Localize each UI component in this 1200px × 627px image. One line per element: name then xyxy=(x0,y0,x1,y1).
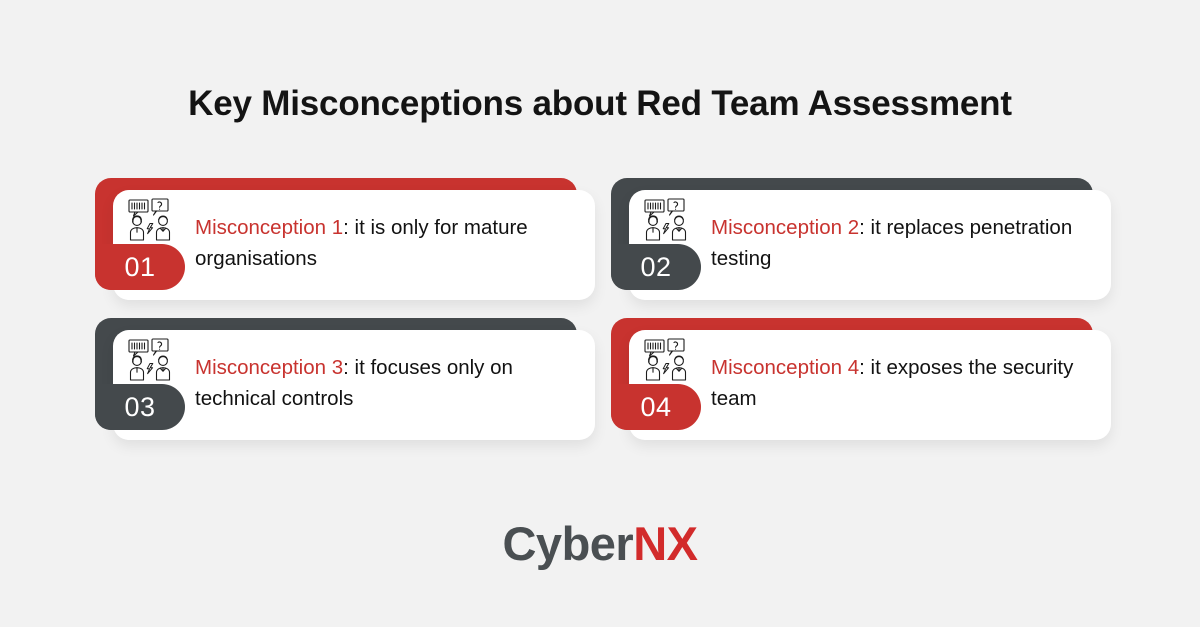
card-number-badge: 02 xyxy=(611,244,701,290)
card-text: Misconception 1: it is only for mature o… xyxy=(195,212,567,274)
card-panel xyxy=(113,190,595,300)
card-number-badge: 04 xyxy=(611,384,701,430)
card-text: Misconception 4: it exposes the security… xyxy=(711,352,1083,414)
card-lead-label: Misconception 1 xyxy=(195,216,344,239)
card-panel xyxy=(629,190,1111,300)
brand-logo: CyberNX xyxy=(0,516,1200,571)
misconception-card-grid: 01 Misconception 1: it is only xyxy=(95,178,1111,444)
misconception-card: 03 Misconception 3: it focuses xyxy=(95,318,595,440)
card-lead-label: Misconception 4 xyxy=(711,356,860,379)
brand-logo-accent: NX xyxy=(633,517,698,570)
card-body-label: : it is only for mature organisations xyxy=(195,216,528,270)
misconception-card: 02 Misconception 2: it replace xyxy=(611,178,1111,300)
page-title: Key Misconceptions about Red Team Assess… xyxy=(188,84,1012,123)
card-body-label: : it exposes the security team xyxy=(711,356,1074,410)
card-panel xyxy=(629,330,1111,440)
card-number-badge: 01 xyxy=(95,244,185,290)
card-body-label: : it replaces penetration testing xyxy=(711,216,1073,270)
misconception-people-icon xyxy=(641,338,693,382)
card-number-badge: 03 xyxy=(95,384,185,430)
card-text: Misconception 3: it focuses only on tech… xyxy=(195,352,567,414)
brand-logo-primary: Cyber xyxy=(502,517,634,570)
misconception-people-icon xyxy=(641,198,693,242)
misconception-card: 04 Misconception 4: it exposes xyxy=(611,318,1111,440)
misconception-people-icon xyxy=(125,198,177,242)
card-text: Misconception 2: it replaces penetration… xyxy=(711,212,1083,274)
card-lead-label: Misconception 2 xyxy=(711,216,860,239)
misconception-card: 01 Misconception 1: it is only xyxy=(95,178,595,300)
card-lead-label: Misconception 3 xyxy=(195,356,344,379)
card-panel xyxy=(113,330,595,440)
card-body-label: : it focuses only on technical controls xyxy=(195,356,513,410)
misconception-people-icon xyxy=(125,338,177,382)
